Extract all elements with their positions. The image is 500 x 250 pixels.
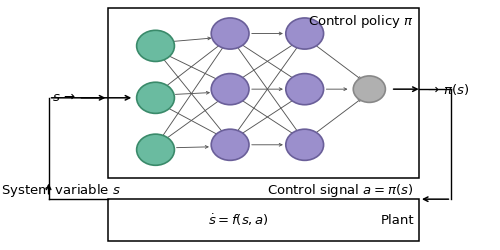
Text: $\dot{s} = f(s,a)$: $\dot{s} = f(s,a)$ — [208, 212, 269, 228]
Text: Control signal $a = \pi(s)$: Control signal $a = \pi(s)$ — [268, 182, 414, 199]
Ellipse shape — [354, 76, 386, 102]
Ellipse shape — [286, 129, 324, 160]
Bar — [108, 8, 419, 178]
Ellipse shape — [211, 74, 249, 105]
Ellipse shape — [136, 134, 174, 165]
Text: $s\,{\to}$: $s\,{\to}$ — [52, 91, 76, 104]
Bar — [108, 199, 419, 241]
Ellipse shape — [211, 129, 249, 160]
Ellipse shape — [136, 82, 174, 114]
Text: Control policy $\pi$: Control policy $\pi$ — [308, 12, 414, 29]
Ellipse shape — [136, 30, 174, 62]
Text: Plant: Plant — [380, 214, 414, 227]
Text: ${\to}\,\pi(s)$: ${\to}\,\pi(s)$ — [425, 82, 470, 97]
Ellipse shape — [286, 18, 324, 49]
Ellipse shape — [286, 74, 324, 105]
Text: System variable $s$: System variable $s$ — [2, 182, 122, 199]
Ellipse shape — [211, 18, 249, 49]
